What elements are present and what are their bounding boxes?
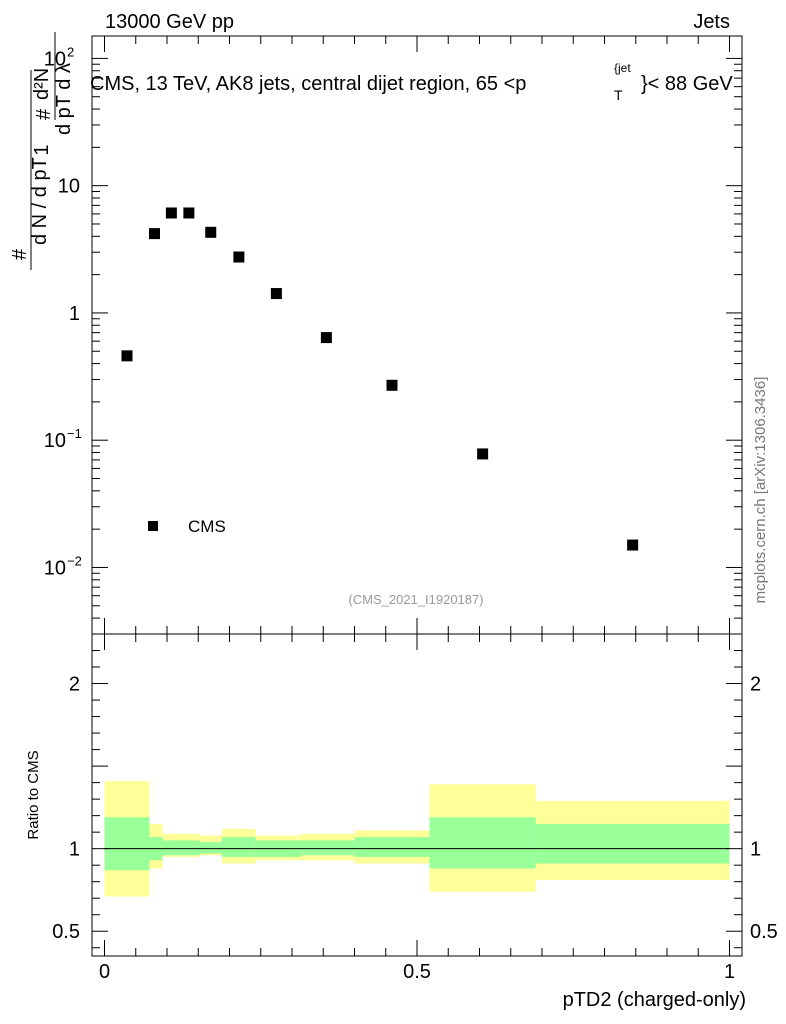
inner-band [104, 817, 150, 871]
data-point [270, 288, 282, 300]
ratio-y-tick-label-right: 2 [750, 674, 761, 696]
x-tick-label: 0 [99, 961, 110, 983]
main-panel-frame [91, 35, 743, 635]
data-point [627, 539, 639, 551]
plot-title-text: CMS, 13 TeV, AK8 jets, central dijet reg… [90, 73, 526, 95]
main-y-tick-exponent: −1 [67, 426, 82, 441]
x-axis-label: pTD2 (charged-only) [563, 989, 746, 1011]
header-right: Jets [693, 11, 730, 33]
ratio-y-tick-label: 2 [69, 674, 80, 696]
data-point [386, 379, 398, 391]
ylabel-hash-2: # [33, 108, 55, 120]
inner-band [301, 840, 355, 856]
main-y-tick-label: 10 [44, 430, 66, 452]
inner-band [222, 837, 256, 857]
legend-label: CMS [188, 517, 226, 536]
ylabel-one: 1 [31, 144, 53, 155]
title-subscript: T [614, 87, 623, 103]
inner-band [199, 842, 222, 854]
main-x-axis [104, 36, 730, 634]
tick-base: 10 [44, 557, 66, 579]
side-label: mcplots.cern.ch [arXiv:1306.3436] [752, 377, 769, 604]
main-y-label: 1 # d N / d pT # d pT d λ d²N [9, 32, 75, 270]
x-tick-label: 1 [724, 961, 735, 983]
inner-band [354, 837, 430, 857]
data-point [121, 350, 133, 362]
main-y-axis [92, 57, 742, 635]
inner-band [162, 840, 200, 856]
x-tick-label: 0.5 [403, 961, 431, 983]
title-superscript: {jet [614, 61, 631, 75]
main-y-tick-label: 10 [44, 557, 66, 579]
data-point [320, 332, 332, 344]
legend-marker [148, 521, 158, 531]
ratio-x-axis: 0 0.5 1 [99, 634, 735, 983]
ratio-y-axis: 0.5 0.5 1 1 2 2 [52, 650, 778, 949]
data-points [121, 207, 639, 551]
ratio-y-tick-label-right: 0.5 [750, 921, 778, 943]
tick-base: 10 [44, 430, 66, 452]
inner-band [535, 823, 730, 864]
plot-title: CMS, 13 TeV, AK8 jets, central dijet reg… [90, 61, 733, 103]
ratio-panel-frame [91, 633, 743, 957]
ratio-y-tick-label: 1 [69, 839, 80, 861]
data-point [233, 251, 245, 263]
data-point [205, 226, 217, 238]
ratio-y-tick-label: 0.5 [52, 921, 80, 943]
analysis-id: (CMS_2021_I1920187) [348, 592, 483, 607]
header-left: 13000 GeV pp [105, 11, 234, 33]
ylabel-inner-den: d pT d λ [53, 63, 75, 135]
main-y-tick-label: 10 [58, 176, 80, 198]
legend: CMS [148, 517, 226, 536]
title-main: CMS, 13 TeV, AK8 jets, central dijet reg… [90, 73, 526, 95]
data-point [149, 228, 160, 240]
data-point [477, 448, 489, 460]
ratio-y-label: Ratio to CMS [25, 750, 42, 839]
main-y-tick-exponent: −2 [67, 553, 82, 568]
inner-band [429, 817, 536, 869]
ylabel-inner-num: d²N [31, 68, 53, 100]
ratio-y-tick-label-right: 1 [750, 839, 761, 861]
data-point [183, 207, 195, 219]
data-point [165, 207, 177, 219]
main-y-tick-exponent: 2 [67, 44, 74, 59]
ylabel-outer-den: d N / d pT [29, 157, 51, 245]
ylabel-hash: # [9, 248, 31, 260]
main-y-tick-label: 1 [69, 303, 80, 325]
title-tail: }< 88 GeV [641, 73, 733, 95]
uncertainty-bands [104, 780, 730, 897]
